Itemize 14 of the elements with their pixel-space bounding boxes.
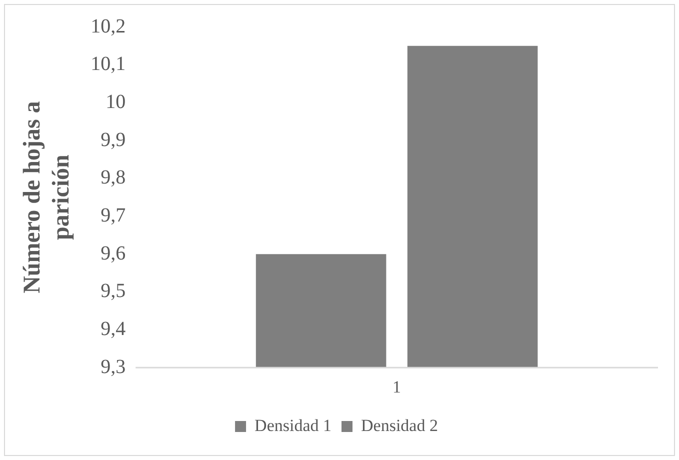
legend-label: Densidad 2 bbox=[361, 416, 438, 435]
y-tick-label: 10,1 bbox=[90, 53, 126, 76]
y-tick-label: 9,3 bbox=[100, 356, 126, 378]
y-tick-label: 9,4 bbox=[100, 318, 126, 340]
y-tick-label: 9,6 bbox=[100, 242, 126, 264]
y-tick-label: 10,2 bbox=[90, 15, 126, 38]
x-tick-label: 1 bbox=[392, 377, 402, 396]
y-tick-label: 10 bbox=[106, 90, 126, 113]
y-tick-label: 9,7 bbox=[100, 204, 126, 226]
y-axis-title: Número de hojas a parición bbox=[20, 101, 74, 294]
y-tick-label: 9,9 bbox=[100, 128, 126, 151]
y-tick-label: 9,5 bbox=[100, 280, 126, 302]
y-tick-label: 9,8 bbox=[100, 166, 126, 189]
legend-label: Densidad 1 bbox=[254, 416, 332, 435]
